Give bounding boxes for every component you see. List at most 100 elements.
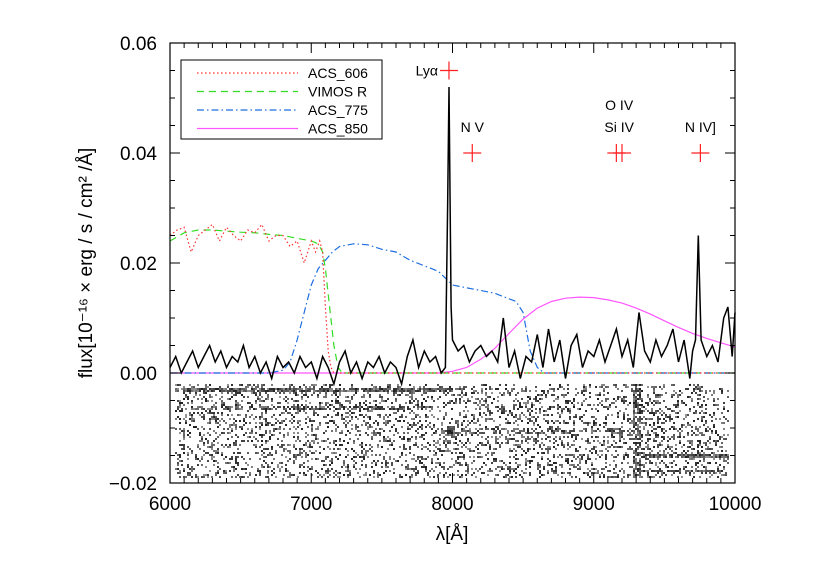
2d-spectrum-pixel bbox=[325, 458, 327, 460]
2d-spectrum-pixel bbox=[385, 388, 387, 390]
2d-spectrum-pixel bbox=[355, 426, 357, 428]
2d-spectrum-pixel bbox=[213, 406, 215, 408]
2d-spectrum-pixel bbox=[259, 428, 261, 430]
2d-spectrum-pixel bbox=[353, 388, 355, 390]
2d-spectrum-pixel bbox=[645, 434, 647, 436]
2d-spectrum-pixel bbox=[499, 446, 501, 448]
2d-spectrum-pixel bbox=[461, 452, 463, 454]
2d-spectrum-pixel bbox=[453, 428, 455, 430]
2d-spectrum-pixel bbox=[451, 430, 453, 432]
2d-spectrum-pixel bbox=[697, 450, 699, 452]
2d-spectrum-pixel bbox=[279, 432, 281, 434]
2d-spectrum-pixel bbox=[417, 406, 419, 408]
2d-spectrum-pixel bbox=[235, 424, 237, 426]
2d-spectrum-pixel bbox=[197, 464, 199, 466]
2d-spectrum-pixel bbox=[639, 384, 641, 386]
2d-spectrum-pixel bbox=[637, 420, 639, 422]
2d-spectrum-pixel bbox=[657, 402, 659, 404]
2d-spectrum-pixel bbox=[413, 422, 415, 424]
2d-spectrum-pixel bbox=[569, 472, 571, 474]
2d-spectrum-pixel bbox=[363, 408, 365, 410]
2d-spectrum-pixel bbox=[349, 400, 351, 402]
2d-spectrum-pixel bbox=[393, 468, 395, 470]
2d-spectrum-pixel bbox=[669, 418, 671, 420]
2d-spectrum-pixel bbox=[477, 430, 479, 432]
2d-spectrum-pixel bbox=[687, 446, 689, 448]
2d-spectrum-pixel bbox=[465, 406, 467, 408]
2d-spectrum-pixel bbox=[473, 472, 475, 474]
2d-spectrum-pixel bbox=[281, 466, 283, 468]
2d-spectrum-pixel bbox=[187, 388, 189, 390]
2d-spectrum-pixel bbox=[285, 396, 287, 398]
2d-spectrum-pixel bbox=[511, 390, 513, 392]
2d-spectrum-pixel bbox=[389, 440, 391, 442]
2d-spectrum-pixel bbox=[427, 474, 429, 476]
2d-spectrum-pixel bbox=[267, 472, 269, 474]
2d-spectrum-pixel bbox=[427, 456, 429, 458]
2d-spectrum-pixel bbox=[605, 400, 607, 402]
2d-spectrum-pixel bbox=[375, 408, 377, 410]
2d-spectrum-pixel bbox=[517, 440, 519, 442]
2d-spectrum-pixel bbox=[475, 398, 477, 400]
2d-spectrum-pixel bbox=[201, 388, 203, 390]
2d-spectrum-pixel bbox=[635, 416, 637, 418]
2d-spectrum-pixel bbox=[243, 418, 245, 420]
2d-spectrum-pixel bbox=[445, 440, 447, 442]
line-marker: Lyα bbox=[416, 61, 458, 80]
2d-spectrum-pixel bbox=[369, 416, 371, 418]
2d-spectrum-pixel bbox=[453, 436, 455, 438]
2d-spectrum-pixel bbox=[679, 394, 681, 396]
2d-spectrum-pixel bbox=[419, 426, 421, 428]
2d-spectrum-pixel bbox=[529, 390, 531, 392]
2d-spectrum-pixel bbox=[187, 472, 189, 474]
2d-spectrum-pixel bbox=[223, 390, 225, 392]
2d-spectrum-pixel bbox=[287, 402, 289, 404]
2d-spectrum-pixel bbox=[229, 470, 231, 472]
2d-spectrum-pixel bbox=[527, 408, 529, 410]
2d-spectrum-pixel bbox=[717, 476, 719, 478]
2d-spectrum-pixel bbox=[535, 386, 537, 388]
2d-spectrum-pixel bbox=[317, 414, 319, 416]
2d-spectrum-pixel bbox=[661, 388, 663, 390]
2d-spectrum-pixel bbox=[349, 402, 351, 404]
2d-spectrum-pixel bbox=[201, 402, 203, 404]
2d-spectrum-pixel bbox=[711, 456, 713, 458]
2d-spectrum-pixel bbox=[385, 400, 387, 402]
2d-spectrum-pixel bbox=[387, 422, 389, 424]
2d-spectrum-pixel bbox=[475, 468, 477, 470]
2d-spectrum-pixel bbox=[271, 416, 273, 418]
2d-spectrum-pixel bbox=[197, 388, 199, 390]
2d-spectrum-pixel bbox=[635, 448, 637, 450]
2d-spectrum-pixel bbox=[417, 404, 419, 406]
2d-spectrum-pixel bbox=[331, 458, 333, 460]
2d-spectrum-pixel bbox=[425, 392, 427, 394]
2d-spectrum-pixel bbox=[343, 440, 345, 442]
2d-spectrum-pixel bbox=[301, 388, 303, 390]
2d-spectrum-pixel bbox=[389, 456, 391, 458]
2d-spectrum-pixel bbox=[571, 464, 573, 466]
2d-spectrum-pixel bbox=[217, 388, 219, 390]
2d-spectrum-pixel bbox=[229, 432, 231, 434]
2d-spectrum-pixel bbox=[649, 462, 651, 464]
2d-spectrum-pixel bbox=[693, 458, 695, 460]
2d-spectrum-pixel bbox=[547, 422, 549, 424]
2d-spectrum-pixel bbox=[617, 432, 619, 434]
2d-spectrum-pixel bbox=[407, 390, 409, 392]
2d-spectrum-pixel bbox=[513, 422, 515, 424]
2d-spectrum-pixel bbox=[591, 472, 593, 474]
2d-spectrum-pixel bbox=[531, 410, 533, 412]
2d-spectrum-pixel bbox=[375, 406, 377, 408]
2d-spectrum-pixel bbox=[575, 438, 577, 440]
2d-spectrum-pixel bbox=[239, 388, 241, 390]
2d-spectrum-pixel bbox=[617, 476, 619, 478]
2d-spectrum-pixel bbox=[187, 464, 189, 466]
2d-spectrum-pixel bbox=[675, 464, 677, 466]
2d-spectrum-pixel bbox=[261, 388, 263, 390]
2d-spectrum-pixel bbox=[393, 408, 395, 410]
2d-spectrum-pixel bbox=[339, 392, 341, 394]
2d-spectrum-pixel bbox=[313, 420, 315, 422]
2d-spectrum-pixel bbox=[529, 432, 531, 434]
2d-spectrum-pixel bbox=[347, 416, 349, 418]
2d-spectrum-pixel bbox=[313, 386, 315, 388]
2d-spectrum-pixel bbox=[297, 408, 299, 410]
